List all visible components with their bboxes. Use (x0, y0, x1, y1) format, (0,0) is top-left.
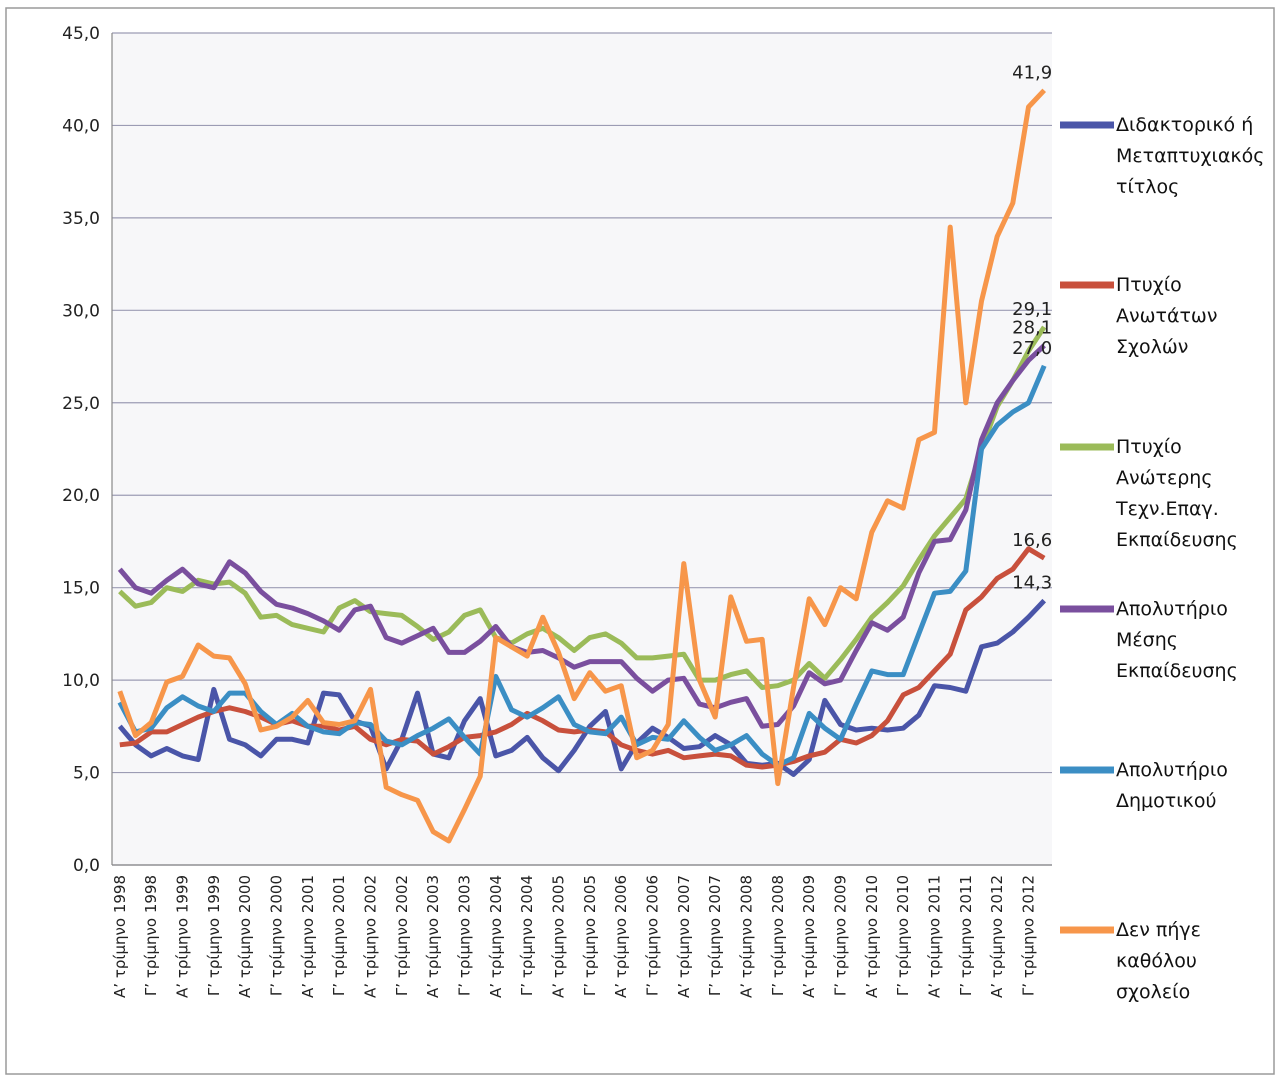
x-tick-label: Α’ τρίμηνο 2004 (487, 875, 505, 998)
x-tick-label: Γ’ τρίμηνο 2005 (581, 875, 599, 996)
series-line (118, 325, 1047, 690)
data-label: 41,9 (1012, 62, 1052, 83)
data-label: 16,6 (1012, 530, 1052, 551)
x-tick-label: Α’ τρίμηνο 2005 (550, 875, 568, 998)
legend-label: Διδακτορικό ή Μεταπτυχιακός τίτλος (1116, 114, 1265, 198)
y-tick-label: 0,0 (73, 856, 100, 876)
data-label: 14,3 (1012, 573, 1052, 594)
x-tick-label: Α’ τρίμηνο 1999 (174, 875, 192, 998)
y-tick-label: 25,0 (62, 394, 100, 414)
x-tick-label: Γ’ τρίμηνο 1998 (142, 875, 160, 996)
x-tick-label: Α’ τρίμηνο 2006 (612, 875, 630, 998)
series-line (117, 343, 1046, 729)
x-tick-label: Γ’ τρίμηνο 2007 (706, 875, 724, 996)
x-tick-label: Γ’ τρίμηνο 2011 (957, 875, 975, 996)
x-tick-label: Α’ τρίμηνο 2008 (738, 875, 756, 998)
y-tick-label: 30,0 (62, 301, 100, 321)
y-tick-label: 40,0 (62, 116, 100, 136)
x-tick-label: Α’ τρίμηνο 2003 (424, 875, 442, 998)
data-label: 29,1 (1012, 299, 1052, 320)
x-tick-label: Α’ τρίμηνο 2010 (863, 875, 881, 998)
legend-label: Δεν πήγε καθόλου σχολείο (1116, 919, 1201, 1003)
x-tick-label: Γ’ τρίμηνο 2001 (330, 875, 348, 996)
x-tick-label: Γ’ τρίμηνο 2000 (268, 875, 286, 996)
y-tick-label: 10,0 (62, 671, 100, 691)
x-tick-label: Α’ τρίμηνο 2011 (926, 875, 944, 998)
y-tick-label: 35,0 (62, 209, 100, 229)
x-tick-label: Γ’ τρίμηνο 2012 (1020, 875, 1038, 996)
y-tick-label: 20,0 (62, 486, 100, 506)
data-label: 27,0 (1012, 338, 1052, 359)
legend-label: Πτυχίο Ανώτερης Τεχν.Επαγ. Εκπαίδευσης (1116, 436, 1238, 551)
series-line (117, 364, 1047, 768)
legend-label: Απολυτήριο Μέσης Εκπαίδευσης (1116, 598, 1238, 682)
data-label: 28,1 (1012, 317, 1052, 338)
y-tick-label: 15,0 (62, 579, 100, 599)
x-tick-label: Α’ τρίμηνο 2001 (299, 875, 317, 998)
series-line (117, 598, 1047, 777)
x-tick-label: Α’ τρίμηνο 2007 (675, 875, 693, 998)
x-tick-label: Α’ τρίμηνο 2012 (988, 875, 1006, 998)
x-tick-label: Α’ τρίμηνο 2009 (800, 875, 818, 998)
x-tick-label: Α’ τρίμηνο 2000 (236, 875, 254, 998)
x-tick-label: Γ’ τρίμηνο 2004 (518, 875, 536, 996)
x-tick-label: Γ’ τρίμηνο 2010 (894, 875, 912, 996)
x-tick-label: Γ’ τρίμηνο 2003 (456, 875, 474, 996)
x-tick-label: Α’ τρίμηνο 2002 (362, 875, 380, 998)
y-tick-label: 45,0 (62, 24, 100, 44)
x-tick-label: Α’ τρίμηνο 1998 (111, 875, 129, 998)
series-line (117, 88, 1047, 844)
x-tick-label: Γ’ τρίμηνο 2002 (393, 875, 411, 996)
legend-label: Απολυτήριο Δημοτικού (1116, 759, 1228, 812)
legend-label: Πτυχίο Ανωτάτων Σχολών (1116, 274, 1218, 358)
y-tick-label: 5,0 (73, 764, 100, 784)
x-tick-label: Γ’ τρίμηνο 2006 (644, 875, 662, 996)
x-tick-label: Γ’ τρίμηνο 2008 (769, 875, 787, 996)
x-tick-label: Γ’ τρίμηνο 1999 (205, 875, 223, 996)
x-tick-label: Γ’ τρίμηνο 2009 (832, 875, 850, 996)
